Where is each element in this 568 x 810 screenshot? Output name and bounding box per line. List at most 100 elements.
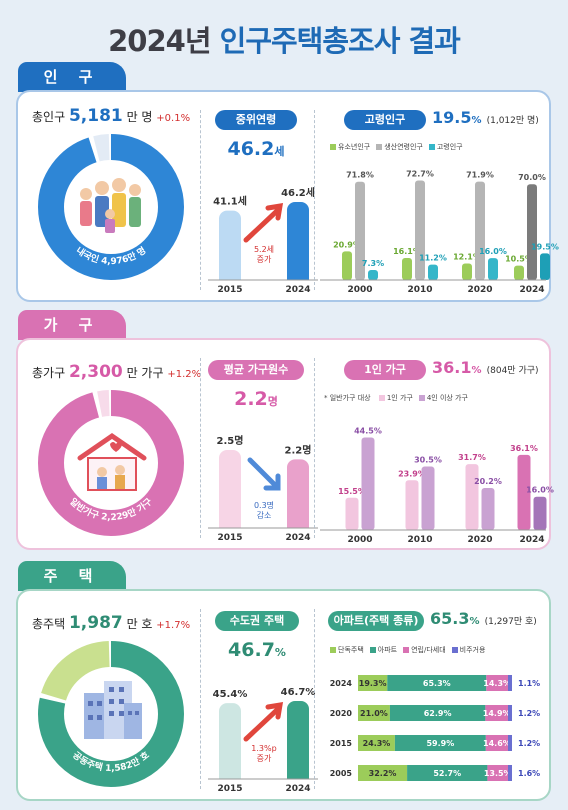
tick-label: 2015 — [217, 285, 242, 295]
bar-2005-0 — [358, 765, 408, 781]
tab-households: 가 구 — [18, 310, 126, 340]
data-label: 1.1% — [518, 679, 540, 688]
bar-2024-0 — [358, 675, 388, 691]
apt-pct: % — [469, 616, 480, 627]
bar-2000-0 — [342, 251, 352, 280]
data-label: 23.9% — [398, 469, 426, 478]
legend-swatch — [369, 647, 376, 653]
median-age-unit: 세 — [274, 145, 285, 158]
data-label: 15.5% — [338, 487, 366, 496]
bar-2024-1 — [533, 496, 547, 530]
total-value: 5,181 — [68, 106, 123, 126]
bar-2010-1 — [415, 180, 425, 280]
data-label: 11.2% — [419, 254, 447, 263]
legend-swatch — [451, 647, 458, 653]
population-donut: 내국인 4,976만 명 — [38, 134, 184, 280]
bar-2005-2 — [487, 765, 508, 781]
page-title: 2024년 인구주택총조사 결과 — [0, 18, 568, 60]
bar-2010-0 — [402, 257, 412, 280]
tab-housing: 주 택 — [18, 561, 126, 591]
data-label: 1.2% — [518, 739, 540, 748]
data-label: 19.3% — [359, 679, 387, 688]
data-label: 59.9% — [426, 739, 454, 748]
tick-label: 2005 — [330, 769, 353, 778]
data-label: 16.0% — [526, 486, 554, 495]
bar-2024 — [287, 701, 309, 779]
avg-household-title: 평균 가구원수 — [208, 360, 304, 380]
data-label: 12.1% — [453, 252, 481, 261]
change-note: 감소 — [257, 510, 272, 520]
total-value: 2,300 — [68, 362, 123, 382]
tick-label: 2015 — [330, 739, 353, 748]
legend-swatch — [428, 144, 435, 150]
bar-base-2024 — [287, 771, 309, 779]
data-label: 30.5% — [414, 456, 442, 465]
avg-household-value: 2.2명 — [208, 388, 304, 410]
tick-label: 2010 — [407, 285, 432, 295]
metro-housing-value: 46.7% — [215, 639, 299, 661]
median-age-title: 중위연령 — [215, 110, 297, 130]
apt-value: 65.3 — [430, 609, 470, 628]
legend-label: 생산연령인구 — [384, 143, 423, 151]
legend-swatch — [403, 647, 410, 653]
avg-household-unit: 명 — [267, 395, 278, 408]
pie-slice-1 — [38, 390, 184, 536]
title-year: 2024년 — [108, 24, 211, 58]
data-label: 2.2명 — [285, 443, 312, 456]
legend-swatch — [418, 395, 425, 401]
tick-label: 2000 — [347, 285, 372, 295]
donut-hole — [65, 161, 157, 253]
housing-total: 총주택 1,987 만 호 +1.7% — [32, 613, 190, 633]
bar-2020-1 — [481, 487, 495, 530]
apartment-stacked-chart: 2024 19.3% 65.3% 14.3% 1.1% 2020 21.0% 62.9% 14.… — [330, 675, 540, 781]
tick-label: 2020 — [467, 535, 492, 545]
data-label: 14.3% — [483, 679, 511, 688]
bar-2024 — [287, 202, 309, 280]
total-value: 1,987 — [68, 613, 123, 633]
tick-label: 2020 — [330, 709, 353, 718]
total-change: +1.7% — [156, 620, 191, 631]
bar-2000-1 — [361, 437, 375, 530]
tick-label: 2024 — [285, 784, 310, 794]
bar-base-2015 — [219, 520, 241, 528]
bar-2015 — [219, 703, 241, 779]
total-change: +1.2% — [167, 369, 202, 380]
data-label: 20.9% — [333, 240, 361, 249]
data-label: 71.8% — [346, 171, 374, 180]
data-label: 16.1% — [393, 247, 421, 256]
apt-sub: (1,297만 호) — [484, 617, 537, 627]
data-label: 72.7% — [406, 170, 434, 179]
trend-arrow-icon — [243, 202, 284, 243]
bar-2020-0 — [358, 705, 390, 721]
tick-label: 2015 — [217, 533, 242, 543]
data-label: 10.5% — [505, 255, 533, 264]
change-note: 0.3명 — [254, 500, 274, 510]
median-age-number: 46.2 — [227, 138, 275, 160]
aging-chart: 20.9% 71.8% 7.3% 2000 16.1% 72.7% 11.2% 2010 12.… — [320, 170, 559, 295]
tick-label: 2024 — [519, 285, 544, 295]
bar-base-2024 — [287, 272, 309, 280]
bar-2000-0 — [345, 497, 359, 530]
metro-housing-unit: % — [274, 646, 286, 659]
data-label: 19.5% — [531, 242, 559, 251]
data-label: 2.5명 — [217, 434, 244, 447]
pie-slice-1 — [38, 134, 184, 280]
bar-2015 — [219, 210, 241, 280]
total-unit: 만 명 — [126, 110, 153, 124]
population-card: 총인구 5,181 만 명 +0.1% 내국인 4,976만 명 중위연령 46… — [16, 90, 559, 302]
data-label: 24.3% — [363, 739, 391, 748]
tab-population: 인 구 — [18, 62, 126, 92]
aging-pct: % — [471, 115, 482, 126]
legend-label: 비주거용 — [459, 646, 486, 654]
data-label: 46.2세 — [281, 186, 315, 199]
data-label: 65.3% — [423, 679, 451, 688]
pie-slice-1 — [38, 641, 184, 787]
bar-2015-2 — [485, 735, 508, 751]
apartment-headline: 65.3% (1,297만 호) — [430, 609, 537, 628]
trend-arrow-icon — [243, 701, 284, 742]
family-illustration — [80, 178, 141, 233]
bar-2020-1 — [389, 705, 486, 721]
metro-housing-title: 수도권 주택 — [215, 611, 299, 631]
median-age-value: 46.2세 — [215, 138, 297, 160]
bar-2015-1 — [394, 735, 486, 751]
